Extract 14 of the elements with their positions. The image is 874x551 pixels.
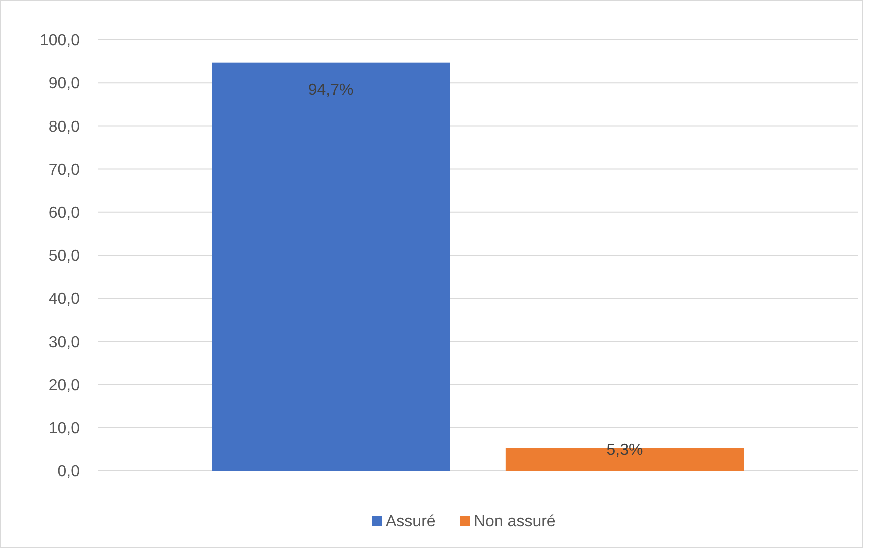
y-tick-label: 40,0 [48,291,80,308]
y-tick-label: 20,0 [48,377,80,394]
y-tick-label: 10,0 [48,420,80,438]
legend-label: Assuré [386,514,436,531]
y-tick-label: 70,0 [48,162,80,179]
y-tick-label: 60,0 [48,205,80,222]
y-tick-label: 90,0 [48,76,80,93]
data-label: 94,7% [308,82,354,99]
y-tick-label: 30,0 [48,334,80,352]
y-tick-label: 0,0 [58,464,80,481]
legend-label: Non assuré [474,514,556,531]
y-tick-label: 50,0 [48,248,80,266]
y-tick-label: 100,0 [40,32,80,50]
y-tick-label: 80,0 [48,118,80,136]
